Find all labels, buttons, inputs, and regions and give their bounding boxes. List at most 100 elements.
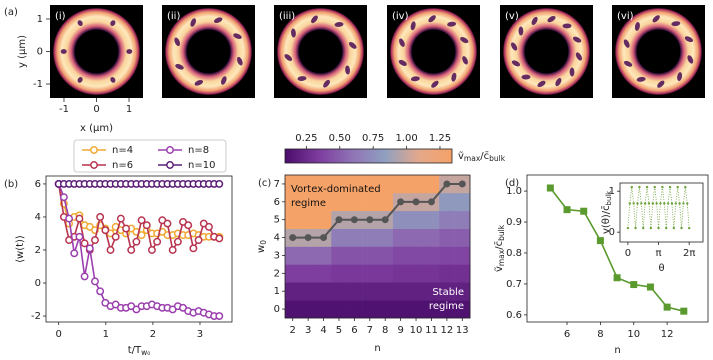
- marker: [75, 232, 84, 241]
- heat-cell: [408, 246, 425, 265]
- colorbar-tick-label: 0.25: [295, 133, 317, 144]
- boundary-marker: [320, 234, 328, 242]
- colorbar-tick-label: 1.25: [429, 133, 451, 144]
- y-tick-label: 0: [35, 278, 41, 289]
- heat-cell: [439, 228, 455, 247]
- heat-cell: [392, 228, 409, 247]
- heat-cell: [439, 264, 455, 283]
- y-axis-label-part: 0: [259, 240, 268, 245]
- marker: [684, 185, 687, 189]
- heat-cell: [285, 282, 301, 301]
- heat-cell: [377, 192, 394, 212]
- heat-cell: [439, 192, 455, 212]
- colorbar: [284, 148, 453, 164]
- heat-cell: [439, 300, 455, 319]
- vortex: [77, 77, 83, 83]
- boundary-marker: [412, 198, 420, 206]
- marker: [215, 234, 224, 243]
- marker: [106, 246, 115, 254]
- x-tick-label: 2: [150, 329, 156, 340]
- y-tick-label: 4: [35, 212, 41, 223]
- vortex: [510, 42, 518, 51]
- heat-cell: [285, 300, 301, 319]
- x-tick-label: 1: [126, 104, 132, 115]
- heat-cell: [300, 246, 317, 265]
- y-tick-label: -1: [33, 79, 43, 90]
- y-tick-label: 1: [274, 286, 280, 297]
- y-tick-label: 6: [274, 197, 280, 208]
- heat-cell: [362, 228, 378, 247]
- heat-cell: [315, 300, 332, 319]
- y-tick-label: 3: [274, 250, 280, 261]
- marker: [663, 202, 666, 205]
- heat-cell: [408, 210, 425, 229]
- vortex: [110, 77, 116, 83]
- boundary-marker: [366, 216, 374, 224]
- boundary-marker: [289, 234, 297, 242]
- ring-hole: [298, 29, 343, 74]
- heat-cell: [408, 175, 425, 194]
- y-tick-label: 4: [274, 233, 280, 244]
- vortex: [399, 38, 405, 47]
- heat-cell: [346, 300, 363, 319]
- marker: [649, 226, 653, 230]
- heat-cell: [423, 300, 440, 319]
- marker: [596, 237, 604, 245]
- vortex: [518, 26, 524, 36]
- x-tick-label: 13: [456, 325, 469, 336]
- marker: [655, 202, 658, 205]
- image-label: (v): [505, 11, 519, 22]
- y-tick-label: 2: [274, 268, 280, 279]
- ring-hole: [74, 29, 119, 74]
- vortex: [677, 72, 683, 82]
- legend-box: [73, 139, 227, 173]
- marker: [632, 202, 635, 205]
- x-tick-label: 6: [564, 329, 570, 340]
- vortex: [233, 33, 242, 40]
- heat-cell: [377, 246, 394, 265]
- marker: [75, 214, 84, 223]
- marker: [184, 221, 193, 230]
- heat-cell: [315, 282, 332, 301]
- vortex: [428, 15, 436, 23]
- x-tick-label: 2: [290, 325, 296, 336]
- x-axis-label: n: [614, 345, 620, 356]
- y-tick-label: 0: [609, 227, 615, 238]
- colorbar-tick-label: 0.75: [362, 133, 384, 144]
- vortex: [547, 15, 556, 23]
- marker: [638, 185, 641, 189]
- marker: [563, 206, 571, 214]
- marker: [168, 246, 177, 254]
- marker: [643, 202, 647, 205]
- vortex: [60, 49, 67, 54]
- x-tick-label: 11: [425, 325, 438, 336]
- heat-cell: [346, 264, 363, 283]
- heat-cell: [346, 246, 363, 265]
- heat-cell: [392, 210, 409, 229]
- marker: [111, 232, 120, 241]
- x-tick-label: π: [656, 248, 662, 259]
- vortex: [531, 16, 538, 26]
- vortex: [634, 21, 640, 31]
- marker: [682, 202, 685, 205]
- vortex: [334, 22, 344, 27]
- marker: [85, 244, 94, 253]
- vortex: [410, 21, 416, 31]
- heat-cell: [454, 228, 471, 247]
- y-tick-label: 2: [35, 245, 41, 256]
- ring-hole: [186, 29, 231, 74]
- heat-cell: [439, 210, 455, 229]
- panel-label: (d): [505, 178, 519, 189]
- vortex: [323, 79, 330, 88]
- heat-cell: [454, 210, 471, 229]
- marker: [651, 202, 655, 205]
- annotation: regime: [291, 198, 326, 209]
- vortex: [521, 74, 531, 80]
- marker: [680, 307, 688, 315]
- vortex: [297, 76, 307, 81]
- marker: [676, 185, 679, 189]
- y-tick-label: 0.7: [506, 279, 522, 290]
- vortex: [237, 56, 243, 66]
- y-tick-label: 5: [274, 215, 280, 226]
